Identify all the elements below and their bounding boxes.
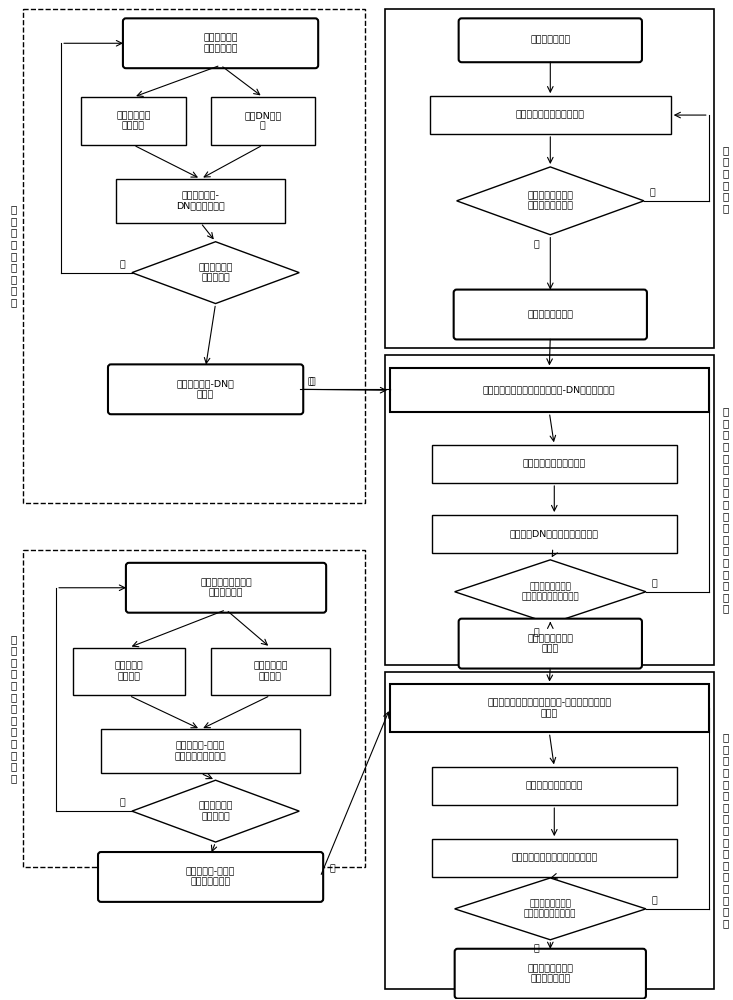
FancyBboxPatch shape <box>126 563 326 613</box>
Text: 所有谱段完成
查找表构建: 所有谱段完成 查找表构建 <box>199 263 233 282</box>
Text: 实验室标准辐
亮度计算: 实验室标准辐 亮度计算 <box>116 111 151 131</box>
Text: 所有谱段完成
查找表构建: 所有谱段完成 查找表构建 <box>199 801 233 821</box>
Text: 所有谱段所有像元
完成相对辐射校正: 所有谱段所有像元 完成相对辐射校正 <box>527 191 573 211</box>
Text: 计算实验室辐亮度对应在轨辐亮度: 计算实验室辐亮度对应在轨辐亮度 <box>511 854 597 863</box>
Text: 否: 否 <box>119 260 125 269</box>
FancyBboxPatch shape <box>123 18 318 68</box>
Text: 相
对
辐
射
校
正: 相 对 辐 射 校 正 <box>723 145 729 213</box>
Text: 地面检校场靶标在轨
辐射定标数据: 地面检校场靶标在轨 辐射定标数据 <box>200 578 252 597</box>
Text: 在轨辐亮度-实验室
辐亮度值查找表: 在轨辐亮度-实验室 辐亮度值查找表 <box>186 867 235 887</box>
Text: 否: 否 <box>119 799 125 808</box>
Bar <box>81 97 185 145</box>
Text: 靶标在轨辐
亮度计算: 靶标在轨辐 亮度计算 <box>114 662 143 681</box>
Bar <box>116 179 285 223</box>
Bar <box>210 648 330 695</box>
FancyBboxPatch shape <box>454 949 646 999</box>
Bar <box>432 767 677 805</box>
Text: 相对辐射校正影像: 相对辐射校正影像 <box>527 310 573 319</box>
Text: 是: 是 <box>309 377 315 386</box>
Text: 解求各谱段各像元实验室辐亮度-DN值查找表区间: 解求各谱段各像元实验室辐亮度-DN值查找表区间 <box>483 386 616 395</box>
Text: 所有谱段所有像元
完成实验室绝对辐射校正: 所有谱段所有像元 完成实验室绝对辐射校正 <box>521 582 579 601</box>
Text: 否: 否 <box>651 579 657 588</box>
Text: 基
于
实
验
室
绝
对
定
标
结
果
的
绝
对
辐
射
校
正: 基 于 实 验 室 绝 对 定 标 结 果 的 绝 对 辐 射 校 正 <box>723 406 729 614</box>
Bar <box>73 648 185 695</box>
FancyBboxPatch shape <box>459 18 642 62</box>
Polygon shape <box>454 878 646 940</box>
FancyBboxPatch shape <box>108 364 303 414</box>
Text: 地
面
检
校
场
在
轨
绝
对
辐
射
定
标: 地 面 检 校 场 在 轨 绝 对 辐 射 定 标 <box>10 634 16 783</box>
Text: 是: 是 <box>307 377 313 386</box>
Text: 地面检校场在轨绝
对辐射校正影像: 地面检校场在轨绝 对辐射校正影像 <box>527 964 573 983</box>
Polygon shape <box>132 242 299 304</box>
Text: 标准DN值计
算: 标准DN值计 算 <box>244 111 281 131</box>
Bar <box>432 515 677 553</box>
Text: 靶标实验室辐
亮度获取: 靶标实验室辐 亮度获取 <box>253 662 287 681</box>
Bar <box>101 729 301 773</box>
FancyBboxPatch shape <box>459 619 642 669</box>
FancyBboxPatch shape <box>454 290 647 339</box>
Text: 实验室辐亮度-DN值
查找表: 实验室辐亮度-DN值 查找表 <box>177 380 235 399</box>
Text: 各谱段实验室
辐射定标数据: 各谱段实验室 辐射定标数据 <box>203 34 237 53</box>
Bar <box>432 839 677 877</box>
Text: 实验室绝对辐射校
正影像: 实验室绝对辐射校 正影像 <box>527 634 573 653</box>
Text: 是: 是 <box>534 240 539 249</box>
Text: 是: 是 <box>534 944 539 953</box>
FancyBboxPatch shape <box>98 852 323 902</box>
Text: 计算像元DN值对应实验室辐亮度: 计算像元DN值对应实验室辐亮度 <box>509 529 599 538</box>
Text: 否: 否 <box>651 896 657 905</box>
Text: 解求各谱段各像元在轨辐亮度-实验室辐亮度查找
表区间: 解求各谱段各像元在轨辐亮度-实验室辐亮度查找 表区间 <box>487 699 611 718</box>
Text: 否: 否 <box>649 188 655 197</box>
Text: 解算在轨绝对定标系数: 解算在轨绝对定标系数 <box>526 782 583 791</box>
Text: 实验室辐亮度-
DN值查找表构建: 实验室辐亮度- DN值查找表构建 <box>176 191 225 211</box>
Text: 解算实验室绝对定标系数: 解算实验室绝对定标系数 <box>523 460 586 469</box>
Text: 多光谱原始影像: 多光谱原始影像 <box>530 36 570 45</box>
Text: 是: 是 <box>534 628 539 637</box>
Bar <box>210 97 315 145</box>
Bar <box>390 368 709 412</box>
Polygon shape <box>457 167 644 235</box>
Text: 在轨辐亮度-实验室
辐亮度值查找表构建: 在轨辐亮度-实验室 辐亮度值查找表构建 <box>174 742 226 761</box>
Bar <box>432 445 677 483</box>
Polygon shape <box>132 780 299 842</box>
Bar <box>430 96 671 134</box>
Text: 各谱段各像元相对辐射校正: 各谱段各像元相对辐射校正 <box>516 111 585 120</box>
Polygon shape <box>454 560 646 624</box>
Text: 实
验
室
绝
对
辐
射
定
标: 实 验 室 绝 对 辐 射 定 标 <box>10 204 16 307</box>
Text: 是: 是 <box>329 864 335 873</box>
Bar <box>390 684 709 732</box>
Text: 基
于
在
轨
绝
对
定
标
结
果
的
绝
对
辐
射
校
正: 基 于 在 轨 绝 对 定 标 结 果 的 绝 对 辐 射 校 正 <box>723 732 729 928</box>
Text: 所有谱段所有像元
完成在轨绝对辐射校正: 所有谱段所有像元 完成在轨绝对辐射校正 <box>524 899 577 919</box>
